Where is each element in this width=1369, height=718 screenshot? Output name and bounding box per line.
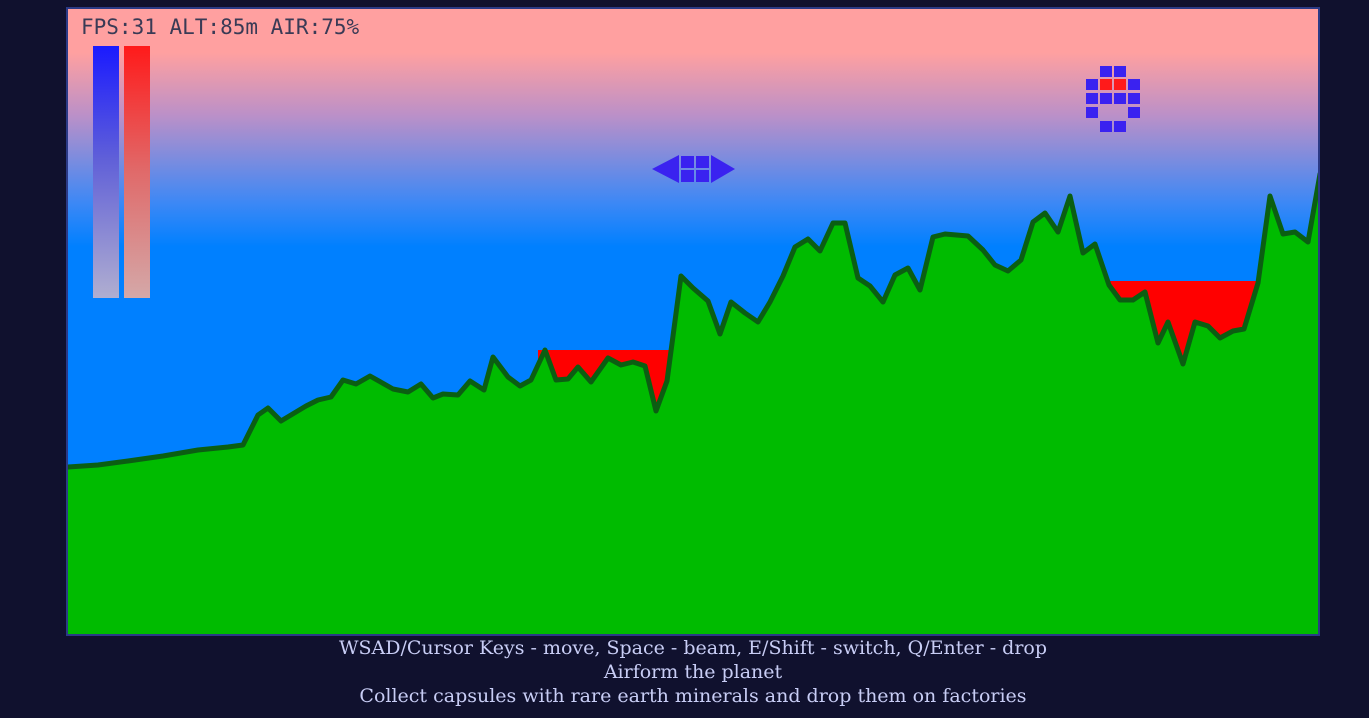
capsule-core-tile xyxy=(1114,79,1126,90)
mineral-capsule[interactable] xyxy=(1086,66,1140,132)
ship-body-tile xyxy=(696,170,709,182)
capsule-tile xyxy=(1086,93,1098,104)
instructions: WSAD/Cursor Keys - move, Space - beam, E… xyxy=(0,636,1369,708)
capsule-tile xyxy=(1100,93,1112,104)
capsule-core-tile xyxy=(1100,79,1112,90)
air-gauge xyxy=(93,46,119,298)
capsule-tile xyxy=(1128,79,1140,90)
game-viewport[interactable]: FPS:31 ALT:85m AIR:75% xyxy=(66,7,1320,636)
capsule-tile xyxy=(1114,121,1126,132)
ship-body-tile xyxy=(681,156,694,168)
game-canvas[interactable] xyxy=(68,9,1318,634)
capsule-tile xyxy=(1128,93,1140,104)
capsule-tile xyxy=(1086,107,1098,118)
heat-gauge xyxy=(124,46,150,298)
hud-status: FPS:31 ALT:85m AIR:75% xyxy=(81,15,360,39)
capsule-tile xyxy=(1128,107,1140,118)
ship-body-tile xyxy=(681,170,694,182)
capsule-tile xyxy=(1100,121,1112,132)
ship-left-thruster xyxy=(652,155,679,183)
goal-text: Airform the planet xyxy=(603,661,783,683)
ship-right-thruster xyxy=(711,155,735,183)
capsule-tile xyxy=(1086,79,1098,90)
controls-help: WSAD/Cursor Keys - move, Space - beam, E… xyxy=(338,637,1048,659)
ship-body-tile xyxy=(696,156,709,168)
objective-text: Collect capsules with rare earth mineral… xyxy=(359,685,1027,707)
capsule-tile xyxy=(1100,66,1112,77)
capsule-tile xyxy=(1114,93,1126,104)
capsule-tile xyxy=(1114,66,1126,77)
terrain xyxy=(68,172,1318,634)
player-ship[interactable] xyxy=(652,155,735,183)
